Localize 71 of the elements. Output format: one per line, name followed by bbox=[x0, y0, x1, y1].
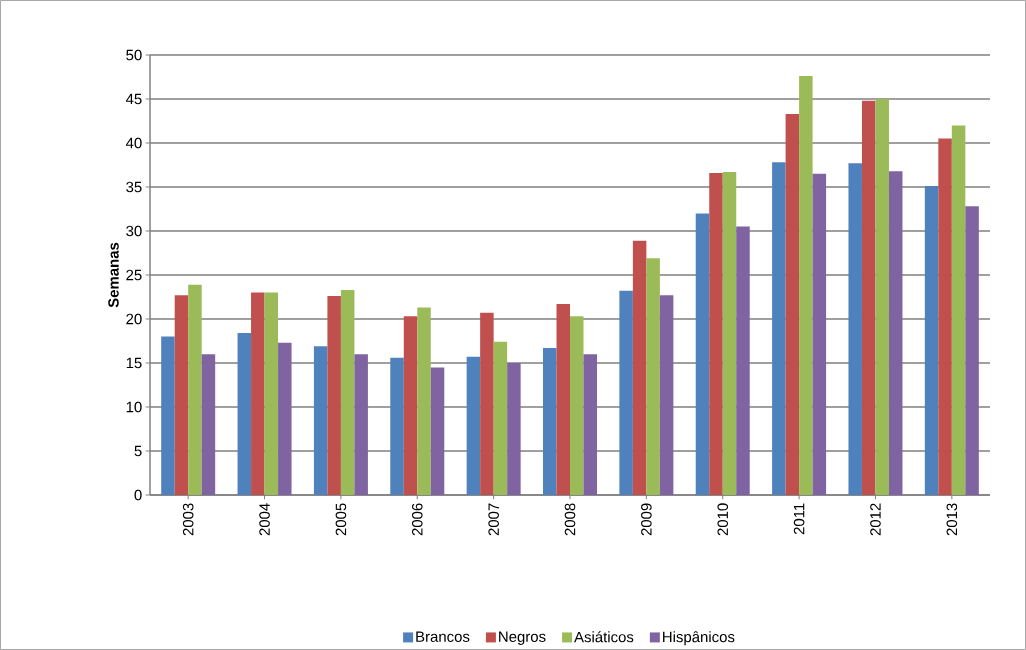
bar bbox=[965, 206, 979, 495]
bar bbox=[556, 304, 571, 495]
x-tick-label: 2005 bbox=[335, 503, 347, 536]
bar bbox=[430, 367, 445, 495]
bar bbox=[237, 333, 252, 495]
x-tick-label: 2012 bbox=[870, 503, 881, 536]
bar bbox=[390, 357, 404, 495]
x-tick-label: 2011 bbox=[793, 503, 805, 535]
bar bbox=[417, 307, 431, 495]
bar bbox=[646, 258, 660, 495]
bar bbox=[340, 289, 355, 495]
bar bbox=[875, 98, 889, 495]
bar bbox=[785, 113, 800, 495]
bar bbox=[278, 342, 292, 495]
y-tick-label: 50 bbox=[126, 49, 142, 61]
bar bbox=[543, 348, 557, 495]
y-tick-label: 0 bbox=[134, 489, 142, 501]
x-tick-label: 2009 bbox=[641, 503, 652, 536]
y-tick-label: 20 bbox=[126, 313, 142, 325]
bar bbox=[174, 295, 189, 495]
bar bbox=[161, 336, 175, 495]
y-tick-label: 10 bbox=[126, 401, 142, 413]
bar bbox=[493, 341, 508, 495]
bar bbox=[938, 138, 952, 495]
bar bbox=[466, 356, 481, 495]
y-tick-label: 25 bbox=[126, 269, 142, 281]
bar bbox=[201, 354, 216, 495]
bar bbox=[188, 284, 202, 495]
x-tick-label: 2008 bbox=[564, 503, 576, 536]
bar bbox=[812, 173, 827, 495]
legend-label: Brancos bbox=[416, 631, 470, 642]
bar bbox=[888, 171, 903, 495]
bar bbox=[264, 292, 279, 495]
legend-label: Negros bbox=[499, 631, 546, 645]
bar bbox=[659, 295, 674, 495]
bar bbox=[619, 290, 633, 495]
bar bbox=[772, 162, 786, 495]
bar bbox=[583, 354, 598, 495]
bar bbox=[327, 296, 341, 495]
bar bbox=[924, 186, 939, 495]
x-tick-label: 2006 bbox=[411, 503, 423, 536]
y-tick-label: 5 bbox=[134, 445, 142, 457]
bar bbox=[722, 172, 737, 495]
y-tick-label: 45 bbox=[125, 93, 142, 105]
bar bbox=[848, 163, 862, 495]
bar bbox=[736, 226, 750, 495]
legend-label: Asiáticos bbox=[574, 631, 634, 643]
bar bbox=[251, 292, 265, 495]
bar bbox=[480, 312, 494, 495]
y-axis-title: Semanas bbox=[108, 242, 119, 308]
x-tick-label: 2004 bbox=[259, 503, 270, 536]
legend-label: Hispânicos bbox=[663, 631, 735, 646]
y-tick-label: 35 bbox=[126, 181, 142, 193]
x-tick-label: 2007 bbox=[488, 503, 499, 536]
x-tick-label: 2013 bbox=[946, 503, 958, 536]
bar bbox=[507, 362, 521, 495]
bar bbox=[632, 240, 647, 495]
y-tick-label: 30 bbox=[126, 225, 142, 237]
bar bbox=[861, 100, 876, 495]
bar bbox=[799, 76, 813, 495]
bar bbox=[570, 316, 584, 495]
x-tick-label: 2010 bbox=[717, 503, 729, 536]
y-tick-label: 15 bbox=[126, 357, 142, 369]
y-tick-label: 40 bbox=[125, 137, 142, 149]
bar bbox=[695, 213, 710, 495]
bar bbox=[709, 172, 723, 495]
bar bbox=[951, 125, 966, 495]
bar bbox=[354, 354, 368, 495]
bar bbox=[403, 316, 418, 495]
x-tick-label: 2003 bbox=[182, 503, 194, 536]
bar bbox=[313, 346, 328, 495]
